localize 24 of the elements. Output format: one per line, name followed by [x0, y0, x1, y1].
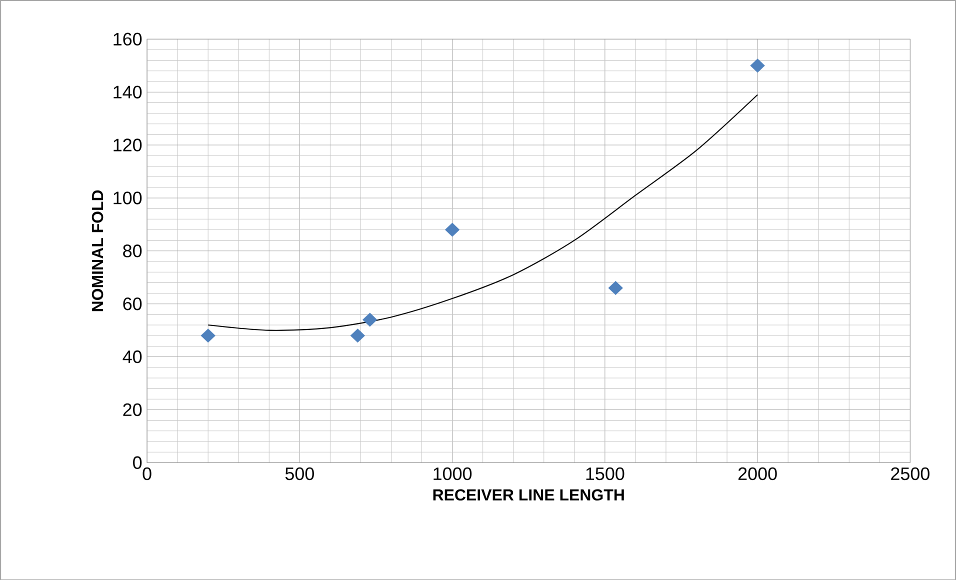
y-tick-label: 40: [122, 350, 142, 363]
y-tick-label: 60: [123, 297, 142, 310]
y-tick-label: 80: [123, 244, 142, 258]
point: [445, 222, 460, 236]
y-axis-title: NOMINAL FOLD: [92, 190, 104, 311]
y-tick-label: 20: [123, 403, 142, 416]
y-tick-label: 0: [133, 456, 142, 469]
x-tick-label: 2500: [891, 467, 930, 480]
point: [350, 328, 365, 342]
x-tick-label: 2000: [738, 467, 777, 480]
x-tick-label: 1000: [434, 467, 472, 480]
x-tick-label: 500: [285, 467, 314, 480]
y-tick-label: 120: [114, 138, 142, 152]
y-tick-label: 160: [114, 32, 142, 46]
point: [608, 280, 623, 295]
x-tick-label: 0: [142, 467, 152, 480]
point: [362, 312, 378, 326]
y-tick-label: 140: [114, 86, 142, 98]
line-series: [208, 94, 758, 331]
y-tick-label: 100: [114, 191, 142, 204]
x-tick-label: 1500: [586, 467, 624, 480]
point: [200, 328, 216, 342]
x-axis-title: RECEIVER LINE LENGTH: [433, 489, 624, 500]
point: [750, 58, 765, 72]
